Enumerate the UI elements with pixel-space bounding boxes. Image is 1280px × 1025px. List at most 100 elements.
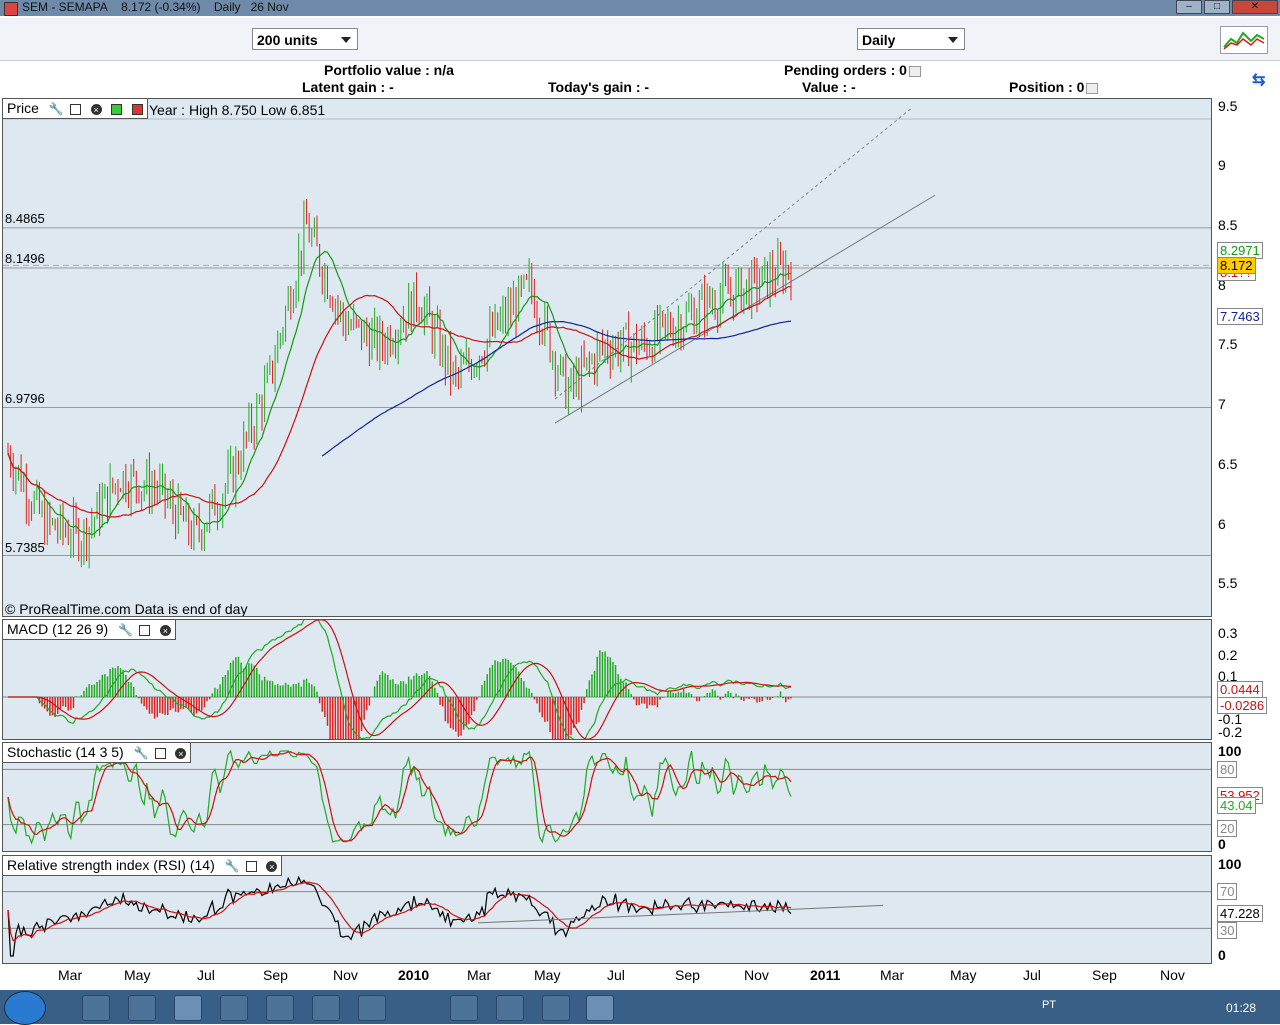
y-tick: 0 [1218, 836, 1226, 852]
y-tick: 0 [1218, 947, 1226, 963]
position-icon[interactable] [1086, 82, 1099, 94]
stochastic-d-line [7, 751, 792, 842]
window-icon[interactable] [69, 103, 81, 115]
wrench-icon[interactable]: 🔧 [48, 101, 64, 116]
close-icon[interactable]: × [266, 860, 278, 872]
macd-panel: MACD (12 26 9) 🔧 × [2, 619, 1212, 740]
y-tick: 0.2 [1218, 647, 1238, 663]
explorer-icon[interactable] [82, 995, 110, 1021]
refresh-icon[interactable]: ⇆ [1252, 72, 1266, 89]
toolbar: 200 units Daily [0, 18, 1280, 61]
macd-value: 0.0444 [1217, 681, 1263, 698]
data-point [118, 475, 121, 478]
move-up-icon[interactable] [111, 103, 123, 115]
portfolio-value: Portfolio value : n/a [324, 62, 454, 78]
close-icon[interactable]: × [90, 103, 102, 115]
pending-orders-label: Pending orders : 0 [784, 62, 907, 78]
x-tick: Jul [1023, 967, 1041, 983]
y-tick: 100 [1218, 856, 1242, 872]
y-tick: 6 [1218, 516, 1226, 532]
y-tick: -0.2 [1218, 724, 1243, 740]
data-point [752, 284, 755, 287]
data-point [305, 225, 308, 228]
y-tick: 7 [1218, 396, 1226, 412]
wrench-icon[interactable]: 🔧 [118, 622, 133, 637]
rsi-line [7, 875, 792, 957]
price-chart[interactable] [3, 99, 1212, 617]
symbol-name: SEM - SEMAPA [22, 0, 108, 14]
language-indicator[interactable]: PT [1041, 999, 1056, 1011]
wrench-icon[interactable]: 🔧 [133, 745, 149, 760]
app-icon[interactable] [358, 995, 386, 1021]
app-icon[interactable] [496, 995, 524, 1021]
x-tick: Sep [263, 967, 288, 983]
maximize-icon[interactable]: □ [1204, 0, 1230, 14]
rsi-panel-header: Relative strength index (RSI) (14) 🔧 × [3, 856, 283, 876]
trend-channel-upper [554, 106, 914, 400]
price-panel: Price 🔧 × Year : High 8.750 Low 6.851 8.… [2, 98, 1212, 617]
pending-orders: Pending orders : 0 [784, 62, 921, 78]
prorealtime-icon[interactable] [586, 995, 614, 1021]
window-icon[interactable] [154, 747, 166, 759]
close-icon[interactable]: ✕ [1232, 0, 1278, 14]
stochastic-panel-title: Stochastic (14 3 5) [7, 744, 124, 760]
stoch-k-value: 43.04 [1217, 797, 1256, 814]
x-tick: Mar [467, 967, 492, 983]
chart-type-icon[interactable] [1220, 26, 1268, 54]
close-icon[interactable]: × [159, 624, 171, 636]
level-30-label: 30 [1217, 922, 1238, 939]
y-tick: 100 [1218, 743, 1242, 759]
start-button[interactable] [4, 991, 46, 1025]
level-label: 5.7385 [5, 540, 45, 555]
macd-chart[interactable] [3, 620, 1212, 740]
copyright-note: © ProRealTime.com Data is end of day [5, 601, 248, 617]
ie-icon[interactable] [128, 995, 156, 1021]
rsi-panel-title: Relative strength index (RSI) (14) [7, 857, 215, 873]
period-select[interactable]: Daily [857, 28, 965, 50]
data-point [417, 296, 420, 299]
x-tick: Mar [58, 967, 83, 983]
chrome-icon[interactable] [174, 995, 202, 1021]
x-tick: Nov [333, 967, 358, 983]
level-70-label: 70 [1217, 883, 1238, 900]
level-20-label: 20 [1217, 820, 1238, 837]
app-icon [4, 2, 18, 16]
stochastic-panel: Stochastic (14 3 5) 🔧 × [2, 742, 1212, 852]
orders-icon[interactable] [908, 65, 921, 77]
ma-mid-line [7, 285, 792, 518]
app-icon[interactable] [266, 995, 294, 1021]
y-tick: 8 [1218, 277, 1226, 293]
level-label: 8.1496 [5, 251, 45, 266]
photoshop-icon[interactable] [312, 995, 340, 1021]
vlc-icon[interactable] [542, 995, 570, 1021]
y-tick: 0.1 [1218, 668, 1238, 684]
y-tick: 8.5 [1218, 217, 1238, 233]
window-title: SEM - SEMAPA 8.172 (-0.34%) Daily 26 Nov [22, 0, 289, 14]
x-tick: 2011 [810, 967, 841, 983]
chevron-down-icon [341, 37, 351, 43]
todays-gain: Today's gain : - [548, 79, 650, 95]
move-down-icon[interactable] [132, 103, 144, 115]
window-icon[interactable] [138, 624, 150, 636]
last-price-value: 8.172 [1217, 257, 1256, 274]
stochastic-chart[interactable] [3, 743, 1212, 852]
app-icon[interactable] [220, 995, 248, 1021]
app-icon[interactable] [450, 995, 478, 1021]
x-tick: May [124, 967, 151, 983]
x-tick: May [950, 967, 977, 983]
x-tick: May [534, 967, 561, 983]
macd-signal-line [8, 620, 792, 739]
y-tick: 9.5 [1218, 98, 1238, 114]
stochastic-y-axis: 100 0 [1213, 742, 1275, 852]
minimize-icon[interactable]: – [1176, 0, 1202, 14]
window-icon[interactable] [245, 860, 257, 872]
price-panel-title: Price [7, 100, 39, 116]
y-tick: -0.1 [1218, 711, 1243, 727]
units-select[interactable]: 200 units [252, 28, 358, 50]
ma-long-line [321, 320, 792, 457]
level-label: 8.4865 [5, 211, 45, 226]
close-icon[interactable]: × [175, 747, 187, 759]
wrench-icon[interactable]: 🔧 [224, 858, 240, 873]
rsi-chart[interactable] [3, 856, 1212, 964]
rsi-panel: Relative strength index (RSI) (14) 🔧 × [2, 855, 1212, 964]
